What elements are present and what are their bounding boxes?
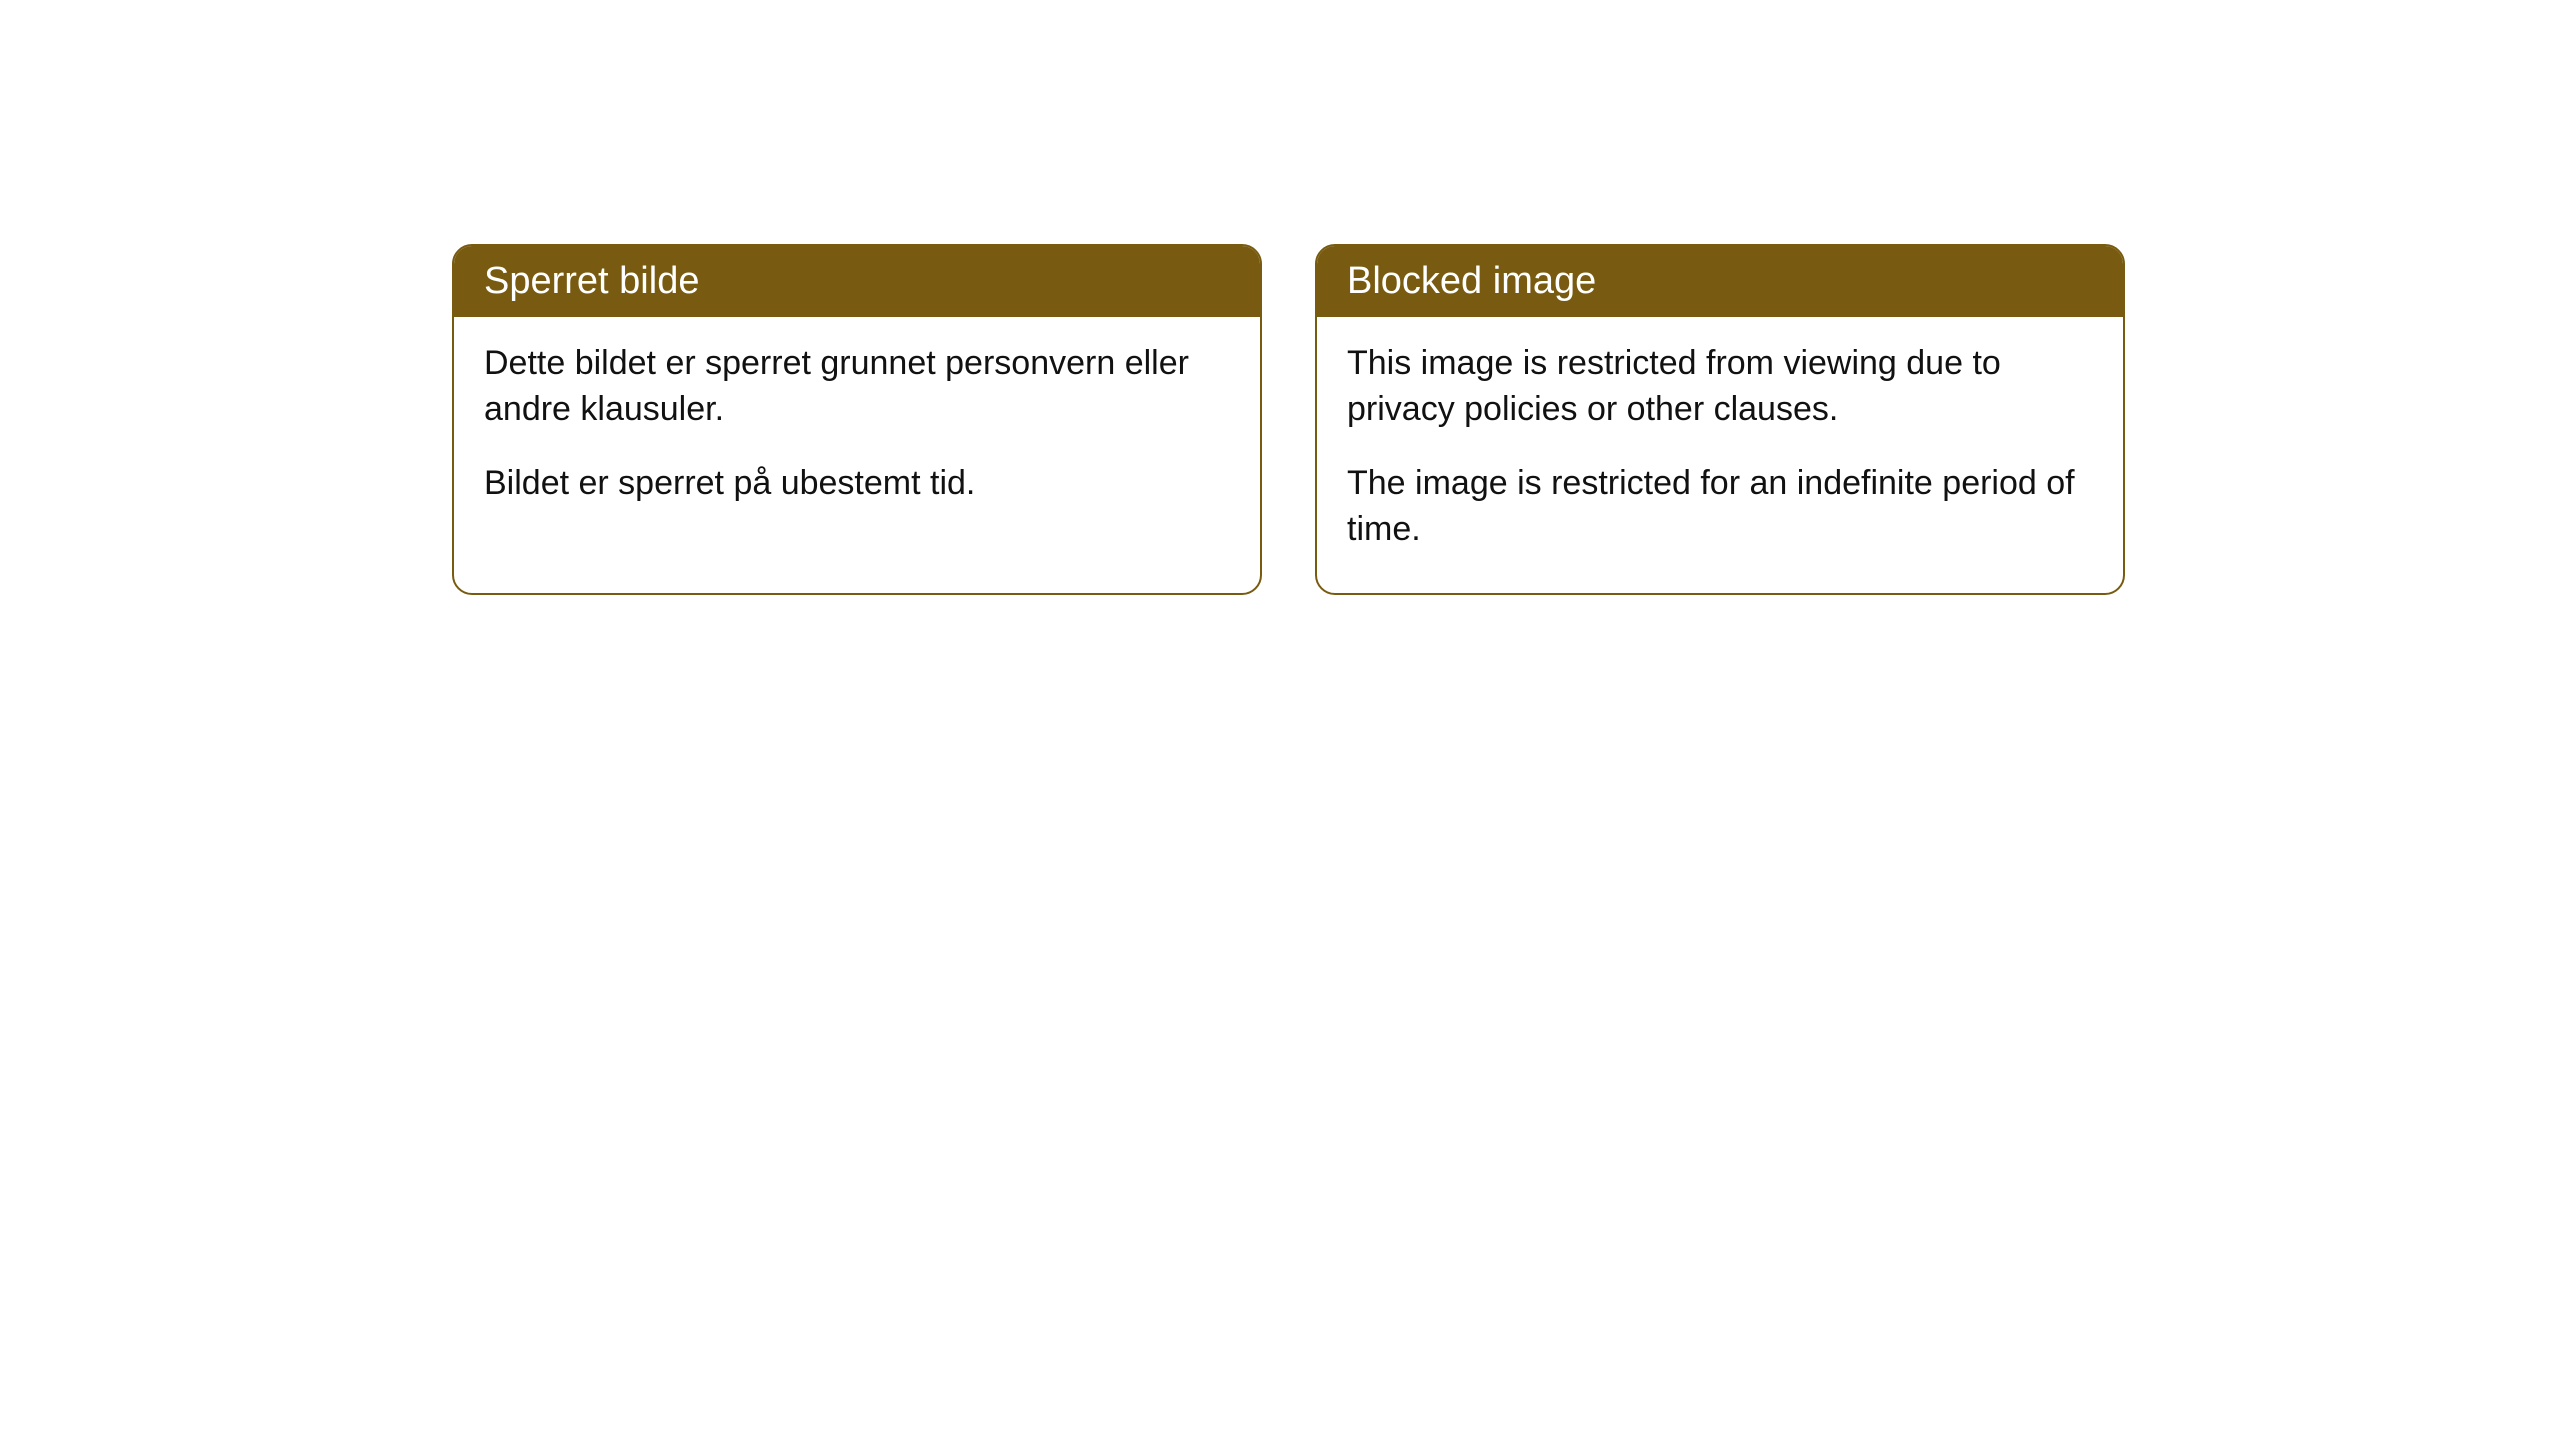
card-paragraph: Bildet er sperret på ubestemt tid. [484,461,1230,507]
card-title: Blocked image [1347,260,1596,302]
card-header: Sperret bilde [454,246,1260,317]
card-paragraph: Dette bildet er sperret grunnet personve… [484,341,1230,433]
card-paragraph: This image is restricted from viewing du… [1347,341,2093,433]
card-header: Blocked image [1317,246,2123,317]
card-body: This image is restricted from viewing du… [1317,317,2123,593]
card-paragraph: The image is restricted for an indefinit… [1347,461,2093,553]
notice-card-norwegian: Sperret bilde Dette bildet er sperret gr… [452,244,1262,595]
notice-cards-container: Sperret bilde Dette bildet er sperret gr… [452,244,2125,595]
notice-card-english: Blocked image This image is restricted f… [1315,244,2125,595]
card-title: Sperret bilde [484,260,699,302]
card-body: Dette bildet er sperret grunnet personve… [454,317,1260,547]
